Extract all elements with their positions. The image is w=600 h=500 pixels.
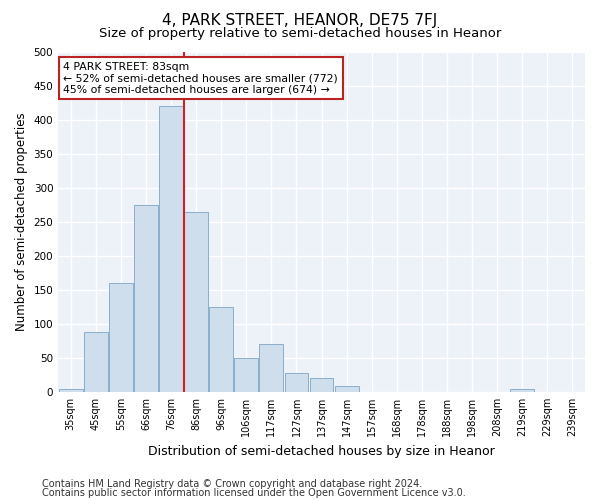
Text: 4 PARK STREET: 83sqm
← 52% of semi-detached houses are smaller (772)
45% of semi: 4 PARK STREET: 83sqm ← 52% of semi-detac…: [64, 62, 338, 95]
Text: 4, PARK STREET, HEANOR, DE75 7FJ: 4, PARK STREET, HEANOR, DE75 7FJ: [163, 12, 437, 28]
Bar: [511, 388, 534, 392]
Y-axis label: Number of semi-detached properties: Number of semi-detached properties: [15, 112, 28, 331]
Bar: [84, 332, 108, 392]
Bar: [284, 373, 308, 392]
Text: Contains HM Land Registry data © Crown copyright and database right 2024.: Contains HM Land Registry data © Crown c…: [42, 479, 422, 489]
X-axis label: Distribution of semi-detached houses by size in Heanor: Distribution of semi-detached houses by …: [148, 444, 495, 458]
Bar: [109, 283, 133, 392]
Bar: [235, 358, 258, 392]
Bar: [134, 204, 158, 392]
Bar: [184, 212, 208, 392]
Bar: [59, 388, 83, 392]
Bar: [259, 344, 283, 392]
Bar: [159, 106, 183, 392]
Text: Contains public sector information licensed under the Open Government Licence v3: Contains public sector information licen…: [42, 488, 466, 498]
Bar: [335, 386, 359, 392]
Bar: [310, 378, 334, 392]
Bar: [209, 307, 233, 392]
Text: Size of property relative to semi-detached houses in Heanor: Size of property relative to semi-detach…: [99, 28, 501, 40]
